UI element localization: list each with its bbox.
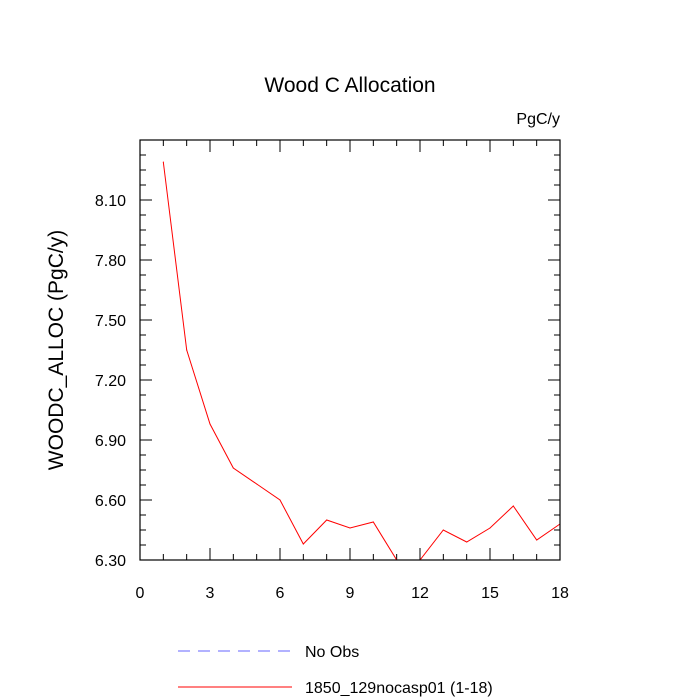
y-tick-label: 8.10 — [95, 193, 126, 210]
y-tick-label: 7.50 — [95, 313, 126, 330]
data-point — [302, 543, 304, 545]
tick-labels: 0 3 6 9 12 15 18 6.30 6.60 6.90 7.20 7.50 7.80 8.10 — [95, 193, 569, 602]
data-point — [232, 467, 234, 469]
data-point — [162, 161, 164, 163]
series-line — [162, 161, 561, 561]
y-tick-label: 6.60 — [95, 493, 126, 510]
data-point — [209, 423, 211, 425]
legend-label: 1850_129nocasp01 (1-18) — [305, 680, 493, 697]
data-point — [512, 505, 514, 507]
y-tick-label: 7.80 — [95, 253, 126, 270]
y-tick-label: 6.30 — [95, 553, 126, 570]
data-point — [256, 483, 258, 485]
y-tick-label: 6.90 — [95, 433, 126, 450]
plot-series — [162, 161, 561, 561]
data-point — [186, 349, 188, 351]
data-point — [372, 521, 374, 523]
y-tick-label: 7.20 — [95, 373, 126, 390]
x-tick-label: 6 — [276, 585, 285, 602]
y-axis-label: WOODC_ALLOC (PgC/y) — [45, 230, 68, 470]
legend: No Obs 1850_129nocasp01 (1-18) — [178, 644, 493, 697]
data-point — [349, 527, 351, 529]
x-tick-label: 18 — [551, 585, 569, 602]
chart-title: Wood C Allocation — [264, 74, 435, 97]
data-point — [326, 519, 328, 521]
data-point — [489, 527, 491, 529]
plot-frame — [139, 139, 561, 561]
x-tick-label: 3 — [206, 585, 215, 602]
data-point — [279, 499, 281, 501]
axis-ticks — [139, 139, 561, 561]
x-tick-label: 12 — [411, 585, 429, 602]
data-point — [466, 541, 468, 543]
x-tick-label: 15 — [481, 585, 499, 602]
x-tick-label: 9 — [346, 585, 355, 602]
x-tick-label: 0 — [136, 585, 145, 602]
units-label: PgC/y — [516, 111, 560, 128]
data-point — [536, 539, 538, 541]
data-point — [442, 529, 444, 531]
legend-label: No Obs — [305, 644, 359, 661]
